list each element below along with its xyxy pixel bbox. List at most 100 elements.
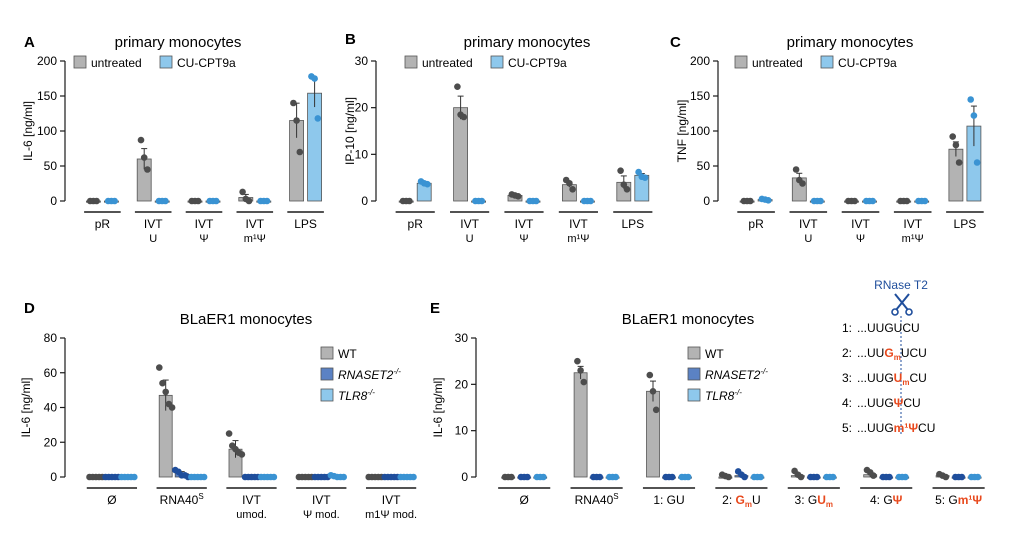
text-span: IVT (851, 217, 870, 231)
x-tick-label: 4: GΨ (870, 493, 903, 507)
text-span: -/- (367, 388, 375, 397)
text-span: pR (408, 217, 424, 231)
text-span: LPS (621, 217, 644, 231)
data-point (406, 197, 413, 205)
data-point (596, 473, 604, 481)
y-tick-label: 50 (44, 159, 58, 173)
y-tick-label: 50 (697, 159, 711, 173)
data-point (270, 473, 278, 481)
legend-swatch-cu (159, 55, 173, 69)
text-span: Ø (520, 493, 529, 507)
bar-wt (646, 390, 660, 478)
data-point (942, 473, 950, 481)
text-span: G (884, 346, 893, 360)
x-tick-label: LPS (621, 217, 644, 231)
legend-label: WT (338, 347, 357, 361)
data-point (973, 159, 981, 166)
text-span: IVT (569, 217, 588, 231)
data-point (921, 197, 929, 205)
text-span: pR (95, 217, 111, 231)
data-point (140, 154, 148, 161)
text-span: untreated (422, 56, 473, 70)
text-span: 5: (935, 493, 948, 507)
x-tick-label: IVT (245, 217, 264, 231)
data-point (967, 96, 974, 103)
x-tick-label: IVT (515, 217, 534, 231)
legend-label: CU-CPT9a (838, 56, 897, 70)
data-point (668, 473, 676, 481)
data-point (765, 197, 772, 204)
chart-title: primary monocytes (464, 34, 591, 51)
diagram-row-number: 2: (842, 346, 852, 360)
panel-letter: B (345, 31, 356, 48)
data-point (296, 148, 304, 156)
data-point (156, 364, 163, 371)
text-span: CU (918, 421, 935, 435)
text-span: ...UUG (857, 396, 894, 410)
text-span: U (817, 493, 826, 507)
data-point (684, 473, 692, 481)
x-tick-sublabel: m1Ψ mod. (365, 509, 417, 521)
text-span: CU (909, 371, 926, 385)
diagram-sequence: ...UUGUCU (857, 321, 920, 335)
y-tick-label: 0 (361, 194, 368, 208)
data-point (194, 197, 202, 205)
y-tick-label: 60 (44, 366, 58, 380)
text-span: ...UUG (857, 371, 894, 385)
diagram-row-number: 4: (842, 396, 852, 410)
data-point (144, 166, 151, 173)
legend-label: WT (705, 347, 724, 361)
text-span: G (883, 493, 892, 507)
data-point (620, 181, 628, 188)
x-tick-sublabel: U (149, 233, 157, 245)
x-tick-label: IVT (382, 493, 401, 507)
legend-label: TLR8-/- (705, 388, 742, 403)
text-span: LPS (954, 217, 977, 231)
chart-title: primary monocytes (115, 34, 242, 51)
data-point (652, 406, 660, 414)
data-point (212, 197, 220, 205)
text-span: m (745, 500, 752, 509)
data-point (200, 473, 208, 481)
data-point (311, 75, 318, 82)
x-tick-label: pR (408, 217, 424, 231)
bar-untreated (453, 107, 469, 202)
data-point (245, 197, 253, 205)
text-span: Ψ (894, 396, 904, 410)
text-span: CU (903, 396, 920, 410)
x-tick-label: Ø (107, 493, 116, 507)
text-span: U (894, 371, 903, 385)
data-point (532, 197, 540, 205)
x-tick-label: pR (95, 217, 111, 231)
chart-panel-E: E BLaER1 monocytes 0 10 20 30 IL-6 [ng/ml] Ø RNA… (430, 300, 985, 509)
text-span: -/- (760, 367, 768, 376)
text-span: 4: (870, 493, 883, 507)
text-span: ...UUG (857, 421, 894, 435)
text-span: IVT (242, 493, 261, 507)
data-point (540, 473, 547, 481)
text-span: S (198, 492, 203, 501)
x-tick-sublabel: Ψ (199, 233, 208, 245)
text-span: m (894, 353, 901, 362)
panel-letter: A (24, 34, 35, 51)
y-tick-label: 200 (690, 54, 710, 68)
data-point (569, 186, 576, 193)
data-point (162, 197, 169, 205)
legend-label: RNASET2-/- (705, 367, 768, 382)
diagram-row-number: 5: (842, 421, 852, 435)
text-span: S (613, 492, 618, 501)
data-point (508, 473, 515, 481)
data-point (623, 186, 631, 193)
data-point (886, 473, 893, 481)
legend-label: untreated (752, 56, 803, 70)
data-point (757, 473, 764, 481)
data-point (797, 473, 805, 481)
text-span: m (902, 378, 909, 387)
legend-label: CU-CPT9a (177, 56, 236, 70)
data-point (725, 473, 732, 481)
y-tick-label: 30 (355, 54, 369, 68)
text-span: untreated (752, 56, 803, 70)
data-point (869, 197, 876, 205)
